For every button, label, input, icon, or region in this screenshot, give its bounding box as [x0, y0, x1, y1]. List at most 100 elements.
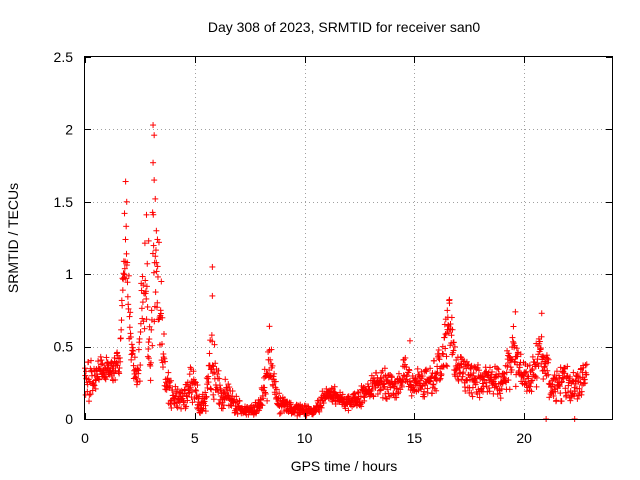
grid-lines — [85, 57, 612, 419]
data-point — [164, 375, 171, 382]
data-point — [209, 370, 216, 377]
data-point — [83, 368, 90, 375]
data-point — [537, 345, 544, 352]
data-point — [123, 223, 130, 230]
data-point — [435, 347, 442, 354]
data-point — [303, 412, 310, 419]
data-point — [147, 362, 154, 369]
data-point — [538, 310, 545, 317]
plot-frame — [84, 56, 613, 420]
data-point — [219, 405, 226, 412]
data-point — [133, 381, 140, 388]
data-point — [139, 315, 146, 322]
data-point — [463, 365, 470, 372]
data-point — [393, 394, 400, 401]
data-point — [261, 384, 268, 391]
data-point — [225, 392, 232, 399]
data-point — [216, 375, 223, 382]
data-point — [143, 211, 150, 218]
data-point — [152, 253, 159, 260]
data-point — [469, 393, 476, 400]
data-point — [406, 367, 413, 374]
data-point — [370, 393, 377, 400]
data-point — [193, 387, 200, 394]
data-point — [450, 347, 457, 354]
data-point — [578, 388, 585, 395]
data-point — [222, 376, 229, 383]
data-point — [192, 378, 199, 385]
data-point — [154, 263, 161, 270]
data-point — [192, 386, 199, 393]
data-point — [528, 378, 535, 385]
data-point — [379, 394, 386, 401]
data-point — [143, 295, 150, 302]
data-point — [139, 299, 146, 306]
data-point — [453, 365, 460, 372]
data-point — [408, 392, 415, 399]
data-point — [543, 352, 550, 359]
data-point — [220, 402, 227, 409]
data-point — [412, 376, 419, 383]
data-point — [458, 376, 465, 383]
data-point — [108, 359, 115, 366]
data-point — [153, 268, 160, 275]
data-point — [234, 410, 241, 417]
data-point — [439, 350, 446, 357]
data-point — [331, 383, 338, 390]
data-point — [582, 380, 589, 387]
data-point — [152, 195, 159, 202]
data-point — [98, 357, 105, 364]
data-point — [381, 383, 388, 390]
data-point — [145, 237, 152, 244]
y-tick-labels: 0 0.5 1 1.5 2 2.5 — [54, 49, 74, 427]
data-point — [153, 227, 160, 234]
data-point — [433, 387, 440, 394]
data-point — [154, 273, 161, 280]
data-point — [158, 278, 165, 285]
data-point — [272, 391, 279, 398]
data-point — [91, 382, 98, 389]
data-point — [140, 282, 147, 289]
data-point — [546, 394, 553, 401]
data-point — [468, 362, 475, 369]
data-point — [174, 386, 181, 393]
data-point — [159, 364, 166, 371]
data-point — [189, 388, 196, 395]
data-point — [583, 371, 590, 378]
data-point — [82, 372, 89, 379]
data-point — [209, 263, 216, 270]
data-point — [86, 398, 93, 405]
data-point — [527, 383, 534, 390]
data-point — [533, 383, 540, 390]
data-points — [82, 122, 590, 422]
data-point — [540, 376, 547, 383]
data-point — [329, 398, 336, 405]
data-point — [212, 360, 219, 367]
data-point — [204, 384, 211, 391]
data-point — [206, 350, 213, 357]
data-point — [118, 326, 125, 333]
data-point — [516, 364, 523, 371]
data-point — [468, 389, 475, 396]
data-point — [487, 364, 494, 371]
x-tick-labels: 0 5 10 15 20 — [81, 430, 532, 446]
data-point — [142, 277, 149, 284]
data-point — [433, 377, 440, 384]
data-point — [450, 339, 457, 346]
data-point — [462, 387, 469, 394]
data-point — [508, 366, 515, 373]
data-point — [272, 378, 279, 385]
data-point — [146, 336, 153, 343]
data-point — [116, 370, 123, 377]
data-point — [136, 335, 143, 342]
data-point — [539, 353, 546, 360]
data-point — [145, 339, 152, 346]
data-point — [482, 379, 489, 386]
data-point — [203, 393, 210, 400]
data-point — [456, 364, 463, 371]
data-point — [209, 338, 216, 345]
data-point — [533, 374, 540, 381]
data-point — [377, 375, 384, 382]
data-point — [130, 362, 137, 369]
data-point — [476, 394, 483, 401]
